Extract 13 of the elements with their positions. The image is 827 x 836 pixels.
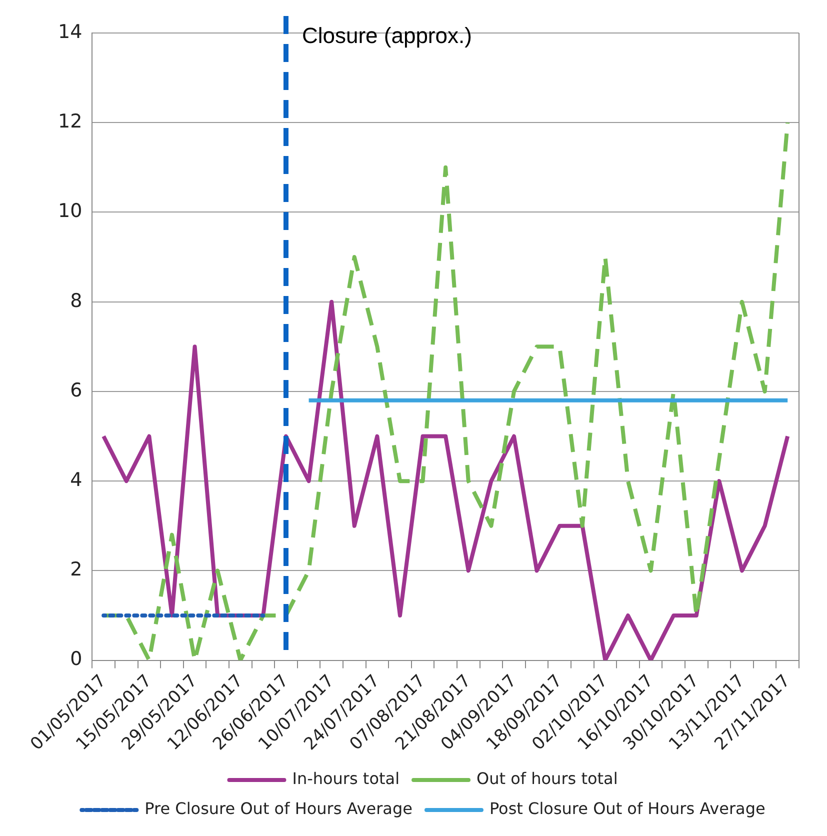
legend-label: In-hours total: [292, 769, 400, 788]
ref-line-label: Closure (approx.): [302, 23, 472, 48]
y-tick-label: 8: [70, 290, 82, 312]
y-tick-label: 4: [70, 469, 82, 492]
legend-label: Out of hours total: [476, 769, 618, 788]
y-tick-label: 0: [70, 648, 82, 670]
y-tick-label: 14: [58, 20, 82, 43]
y-tick-label: 6: [70, 379, 82, 402]
y-tick-label: 12: [58, 110, 82, 133]
y-tick-label: 10: [58, 200, 82, 222]
legend-label: Post Closure Out of Hours Average: [489, 799, 766, 818]
legend-label: Pre Closure Out of Hours Average: [144, 799, 412, 818]
y-tick-label: 2: [70, 558, 82, 581]
